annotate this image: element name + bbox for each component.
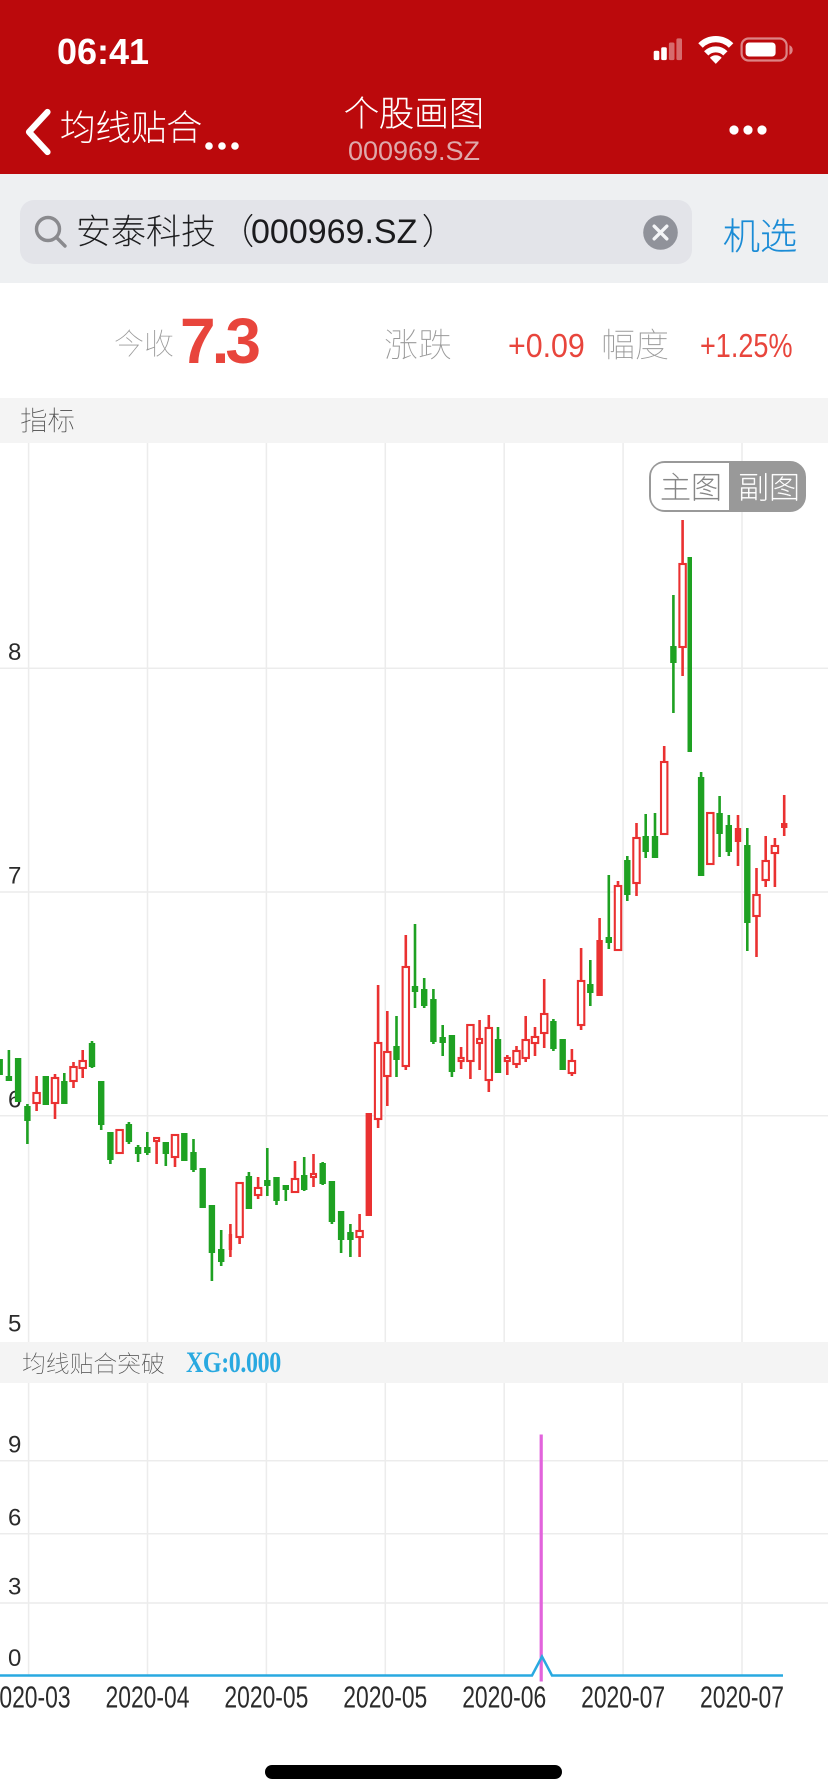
svg-text:2020-06: 2020-06	[462, 1680, 546, 1715]
svg-text:5: 5	[8, 1310, 21, 1337]
svg-text:3: 3	[8, 1574, 21, 1601]
svg-text:2020-04: 2020-04	[106, 1680, 190, 1715]
svg-text:6: 6	[8, 1505, 21, 1532]
svg-text:2020-05: 2020-05	[224, 1680, 308, 1715]
svg-text:7: 7	[8, 863, 21, 890]
svg-text:2020-07: 2020-07	[700, 1680, 784, 1715]
svg-text:2020-05: 2020-05	[343, 1680, 427, 1715]
svg-text:2020-03: 2020-03	[0, 1680, 71, 1715]
svg-text:2020-07: 2020-07	[581, 1680, 665, 1715]
svg-text:0: 0	[8, 1645, 21, 1672]
svg-text:9: 9	[8, 1431, 21, 1458]
svg-text:8: 8	[8, 639, 21, 666]
